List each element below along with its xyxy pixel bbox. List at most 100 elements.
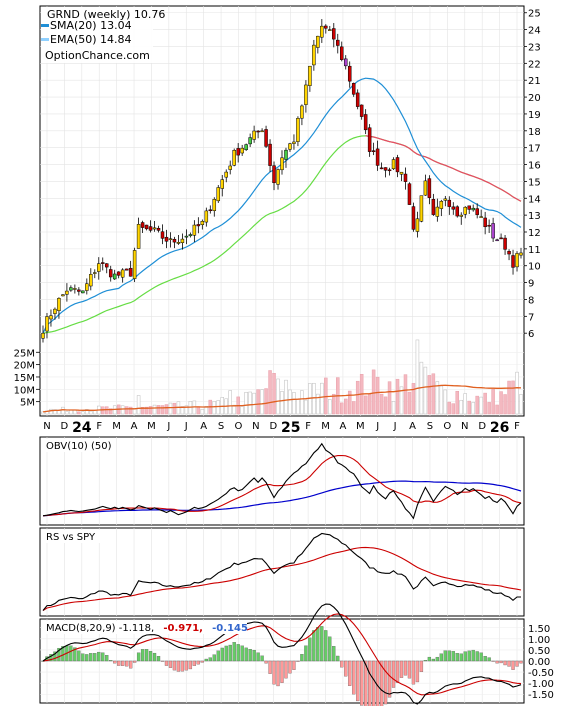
- volume-bar: [140, 406, 145, 415]
- macd-tick-label: -1.00: [528, 679, 554, 690]
- x-tick-label: A: [409, 421, 416, 432]
- macd-hist-bar: [475, 651, 479, 662]
- volume-bar: [304, 399, 308, 415]
- ema50-segment: [405, 145, 410, 149]
- candle-body: [300, 105, 304, 119]
- macd-hist-bar: [328, 636, 332, 662]
- candle-body: [168, 238, 173, 240]
- macd-hist-bar: [140, 649, 145, 662]
- macd-hist-bar: [483, 656, 487, 662]
- volume-average-line: [42, 384, 522, 413]
- volume-bar: [411, 383, 416, 415]
- candle-body: [304, 84, 308, 105]
- candle-body: [419, 195, 424, 222]
- macd-hist-bar: [256, 652, 260, 662]
- x-tick-label: O: [443, 421, 451, 432]
- ema50-segment: [508, 193, 514, 198]
- macd-hist-bar: [152, 652, 157, 662]
- candle-body: [511, 255, 515, 268]
- ema50-segment: [449, 166, 454, 170]
- candle-body: [272, 165, 276, 184]
- candle-body: [132, 250, 137, 279]
- macd-hist-bar: [515, 660, 519, 667]
- macd-hist-bar: [292, 660, 296, 670]
- macd-hist-bar: [53, 651, 57, 662]
- volume-bar: [65, 411, 69, 415]
- candle-body: [320, 25, 324, 38]
- candle-body: [116, 271, 121, 276]
- macd-hist-bar: [519, 660, 523, 664]
- ema50-segment: [413, 151, 418, 155]
- volume-bar: [391, 401, 396, 415]
- volume-bar: [77, 411, 81, 415]
- candle-body: [108, 269, 113, 278]
- volume-bar: [228, 390, 232, 415]
- macd-hist-bar: [360, 660, 364, 706]
- volume-bar: [383, 396, 388, 415]
- candle-body: [176, 242, 181, 244]
- macd-hist-bar: [415, 660, 420, 683]
- macd-hist-bar: [507, 660, 511, 667]
- macd-hist-bar: [411, 660, 416, 685]
- volume-bar: [164, 404, 169, 415]
- macd-hist-bar: [379, 660, 384, 706]
- chart-title: GRND (weekly) 10.76: [47, 8, 165, 21]
- ema50-segment: [504, 191, 510, 195]
- volume-bar: [264, 388, 268, 415]
- ema50-segment: [516, 198, 522, 202]
- candle-body: [395, 157, 400, 173]
- macd-hist-bar: [495, 660, 499, 664]
- macd-hist-bar: [192, 660, 197, 666]
- ema50-segment: [512, 196, 518, 200]
- x-tick-label: N: [252, 421, 259, 432]
- candle-body: [45, 316, 49, 332]
- volume-bar: [148, 406, 153, 415]
- x-axis-labels: N D 24 F M A M J J A S O N D 25 F M A M J J A S O N D 26 F: [43, 420, 520, 436]
- volume-bar: [351, 401, 356, 415]
- obv-slow-line: [42, 480, 522, 517]
- x-tick-label: M: [147, 421, 156, 432]
- volume-bar: [53, 409, 57, 415]
- candle-body: [41, 332, 45, 339]
- legend-ema-swatch: [41, 38, 49, 41]
- volume-bar: [288, 389, 292, 415]
- ema50-segment: [409, 147, 414, 153]
- ema50-segment: [453, 168, 458, 172]
- volume-bar: [403, 374, 408, 415]
- macd-hist-bar: [109, 660, 113, 662]
- candle-body: [475, 208, 479, 215]
- macd-hist-bar: [57, 647, 61, 662]
- volume-bar: [399, 386, 404, 415]
- price-candles: [41, 19, 523, 343]
- macd-tick-label: -0.50: [528, 668, 554, 679]
- candle-body: [439, 200, 444, 209]
- volume-bar: [503, 394, 507, 415]
- macd-tick-label: 1.50: [528, 624, 550, 635]
- volume-bar: [284, 379, 288, 415]
- candle-body: [479, 216, 483, 218]
- macd-hist-bar: [113, 660, 117, 664]
- macd-hist-bar: [419, 660, 424, 673]
- macd-hist-bar: [81, 653, 85, 662]
- candle-body: [196, 224, 201, 227]
- volume-bar: [216, 400, 221, 415]
- macd-hist-bar: [383, 660, 388, 705]
- ema50-line-below-price: [365, 135, 522, 202]
- macd-hist-bar: [280, 660, 284, 683]
- macd-hist-bar: [73, 647, 77, 662]
- macd-hist-bar: [85, 654, 89, 662]
- macd-hist-bar: [320, 626, 324, 662]
- rs-line: [42, 532, 521, 611]
- ema50-segment: [417, 153, 422, 157]
- volume-bar: [375, 376, 380, 415]
- macd-hist-bar: [89, 653, 93, 662]
- candle-body: [403, 173, 408, 182]
- volume-bar: [248, 391, 252, 415]
- candle-body: [264, 129, 268, 147]
- candle-body: [164, 236, 169, 242]
- macd-hist-bar: [144, 649, 149, 662]
- volume-bar: [395, 378, 400, 415]
- obv-title-bg: [42, 439, 112, 452]
- candle-body: [463, 206, 467, 215]
